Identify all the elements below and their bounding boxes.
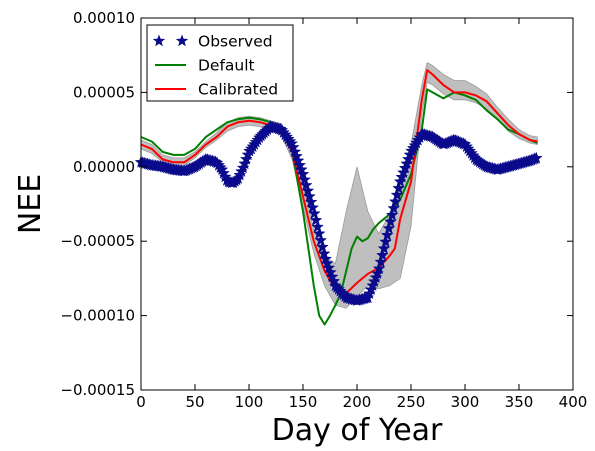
x-tick-label: 50 (185, 393, 204, 411)
observed-point (382, 221, 396, 234)
x-tick-label: 100 (235, 393, 264, 411)
observed-point (303, 189, 316, 202)
legend-box (146, 24, 294, 102)
x-tick-label: 400 (559, 393, 588, 411)
observed-point (384, 215, 397, 228)
observed-markers-layer (134, 119, 543, 306)
observed-point (376, 248, 389, 261)
observed-point (390, 188, 404, 201)
observed-point (380, 228, 394, 241)
series-line-default (140, 88, 538, 326)
observed-point (311, 220, 324, 233)
y-tick-label: −0.00005 (60, 232, 135, 250)
observed-point (307, 206, 321, 220)
y-tick-label: 0.00010 (73, 9, 135, 27)
x-tick-label: 150 (289, 393, 318, 411)
observed-point (304, 195, 318, 208)
legend-marker-observed (152, 34, 166, 47)
x-tick-label: 0 (136, 393, 146, 411)
observed-point (385, 208, 399, 221)
x-tick-label: 200 (343, 393, 372, 411)
observed-point (387, 201, 401, 214)
observed-point (379, 235, 392, 248)
x-tick-label: 250 (397, 393, 426, 411)
legend-label-observed: Observed (198, 33, 273, 51)
observed-point (317, 247, 331, 260)
legend: Observed Default Calibrated (146, 24, 294, 102)
series-line-calibrated (140, 69, 538, 295)
observed-point (314, 233, 328, 246)
y-axis-label: NEE (13, 174, 48, 234)
observed-point (374, 255, 388, 268)
legend-label-default: Default (198, 57, 255, 75)
observed-point (301, 184, 315, 197)
series-lines-layer (140, 69, 538, 326)
observed-point (312, 227, 326, 240)
observed-point (392, 181, 405, 194)
y-tick-label: 0.00005 (73, 83, 135, 101)
observed-point (529, 151, 543, 164)
x-tick-label: 350 (505, 393, 534, 411)
legend-marker-observed (175, 34, 189, 47)
observed-point (316, 240, 329, 253)
observed-point (388, 195, 402, 208)
legend-entries: Observed Default Calibrated (152, 33, 278, 99)
observed-point (298, 173, 311, 186)
y-tick-label: −0.00015 (60, 381, 135, 399)
axis-ticks-layer: 0 50 100 150 200 250 300 350 400 −0.00015 −0.00010… (60, 9, 587, 411)
x-axis-label: Day of Year (272, 413, 443, 448)
y-tick-label: 0.00000 (73, 158, 135, 176)
y-tick-label: −0.00010 (60, 307, 135, 325)
observed-point (306, 200, 320, 214)
observed-point (309, 213, 323, 226)
observed-point (372, 261, 386, 275)
observed-point (296, 167, 310, 180)
observed-point (377, 241, 391, 255)
observed-point (299, 178, 313, 191)
x-tick-label: 300 (451, 393, 480, 411)
legend-label-calibrated: Calibrated (198, 81, 278, 99)
